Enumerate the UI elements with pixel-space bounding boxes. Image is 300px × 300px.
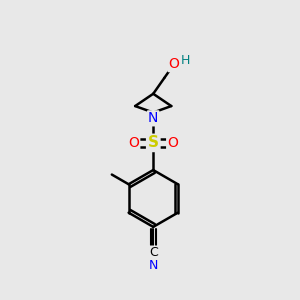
Text: H: H — [181, 54, 190, 67]
Text: O: O — [128, 136, 139, 150]
Text: N: N — [148, 111, 158, 125]
Text: O: O — [167, 136, 178, 150]
Text: C: C — [149, 246, 158, 259]
Text: O: O — [169, 57, 179, 71]
Text: N: N — [148, 259, 158, 272]
Text: S: S — [148, 135, 159, 150]
